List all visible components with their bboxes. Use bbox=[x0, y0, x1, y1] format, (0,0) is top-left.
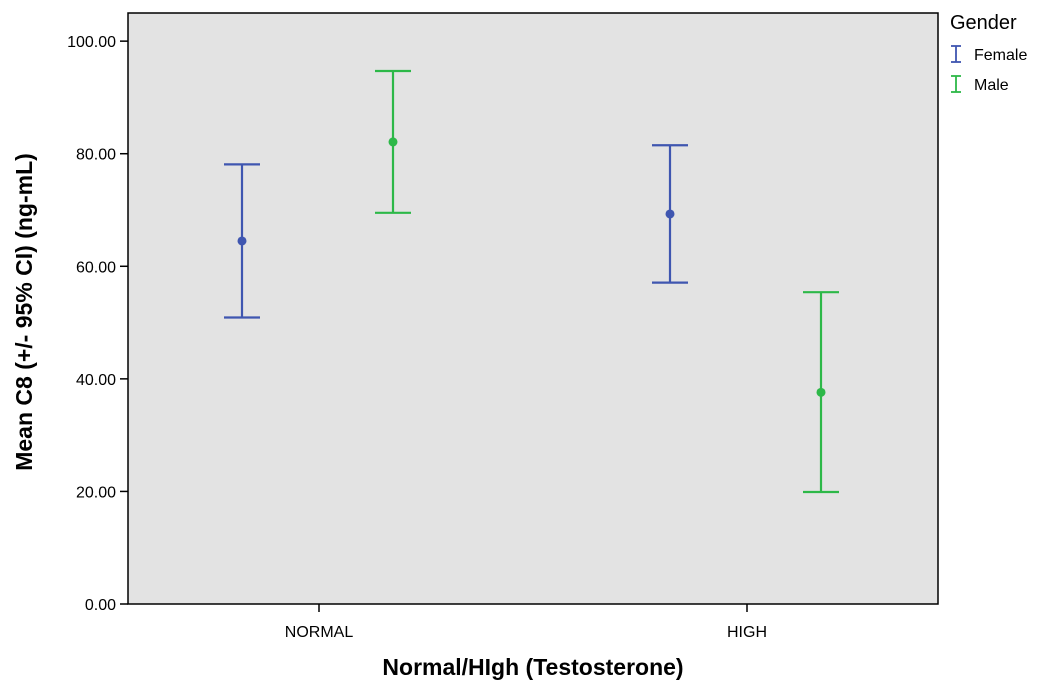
y-tick-label: 40.00 bbox=[76, 372, 116, 389]
y-tick-label: 100.00 bbox=[67, 34, 116, 51]
y-axis: 0.00 20.00 40.00 60.00 80.00 100.00 bbox=[67, 34, 128, 614]
x-tick-label: NORMAL bbox=[285, 624, 354, 641]
error-bar-female-normal bbox=[224, 163, 260, 319]
mean-point bbox=[237, 236, 247, 246]
mean-point bbox=[816, 387, 826, 397]
y-tick-label: 20.00 bbox=[76, 484, 116, 501]
error-bar-female-high bbox=[652, 144, 688, 284]
legend-label: Male bbox=[974, 77, 1009, 94]
plot-area bbox=[127, 12, 939, 605]
mean-point bbox=[665, 209, 675, 219]
x-axis-title: Normal/HIgh (Testosterone) bbox=[382, 654, 683, 680]
y-tick-label: 60.00 bbox=[76, 259, 116, 276]
legend-item-male: Male bbox=[951, 75, 1009, 94]
y-axis-title: Mean C8 (+/- 95% CI) (ng-mL) bbox=[11, 153, 37, 471]
error-bar-male-high bbox=[803, 291, 839, 494]
legend-label: Female bbox=[974, 47, 1027, 64]
legend-title: Gender bbox=[950, 12, 1017, 34]
mean-point bbox=[388, 137, 398, 147]
legend: Gender Female Male bbox=[950, 12, 1027, 94]
x-axis: NORMAL HIGH bbox=[285, 604, 767, 641]
y-tick-label: 0.00 bbox=[85, 597, 116, 614]
error-bar-male-normal bbox=[375, 69, 411, 214]
error-bars bbox=[224, 69, 839, 494]
x-tick-label: HIGH bbox=[727, 624, 767, 641]
legend-item-female: Female bbox=[951, 45, 1027, 64]
y-tick-label: 80.00 bbox=[76, 147, 116, 164]
